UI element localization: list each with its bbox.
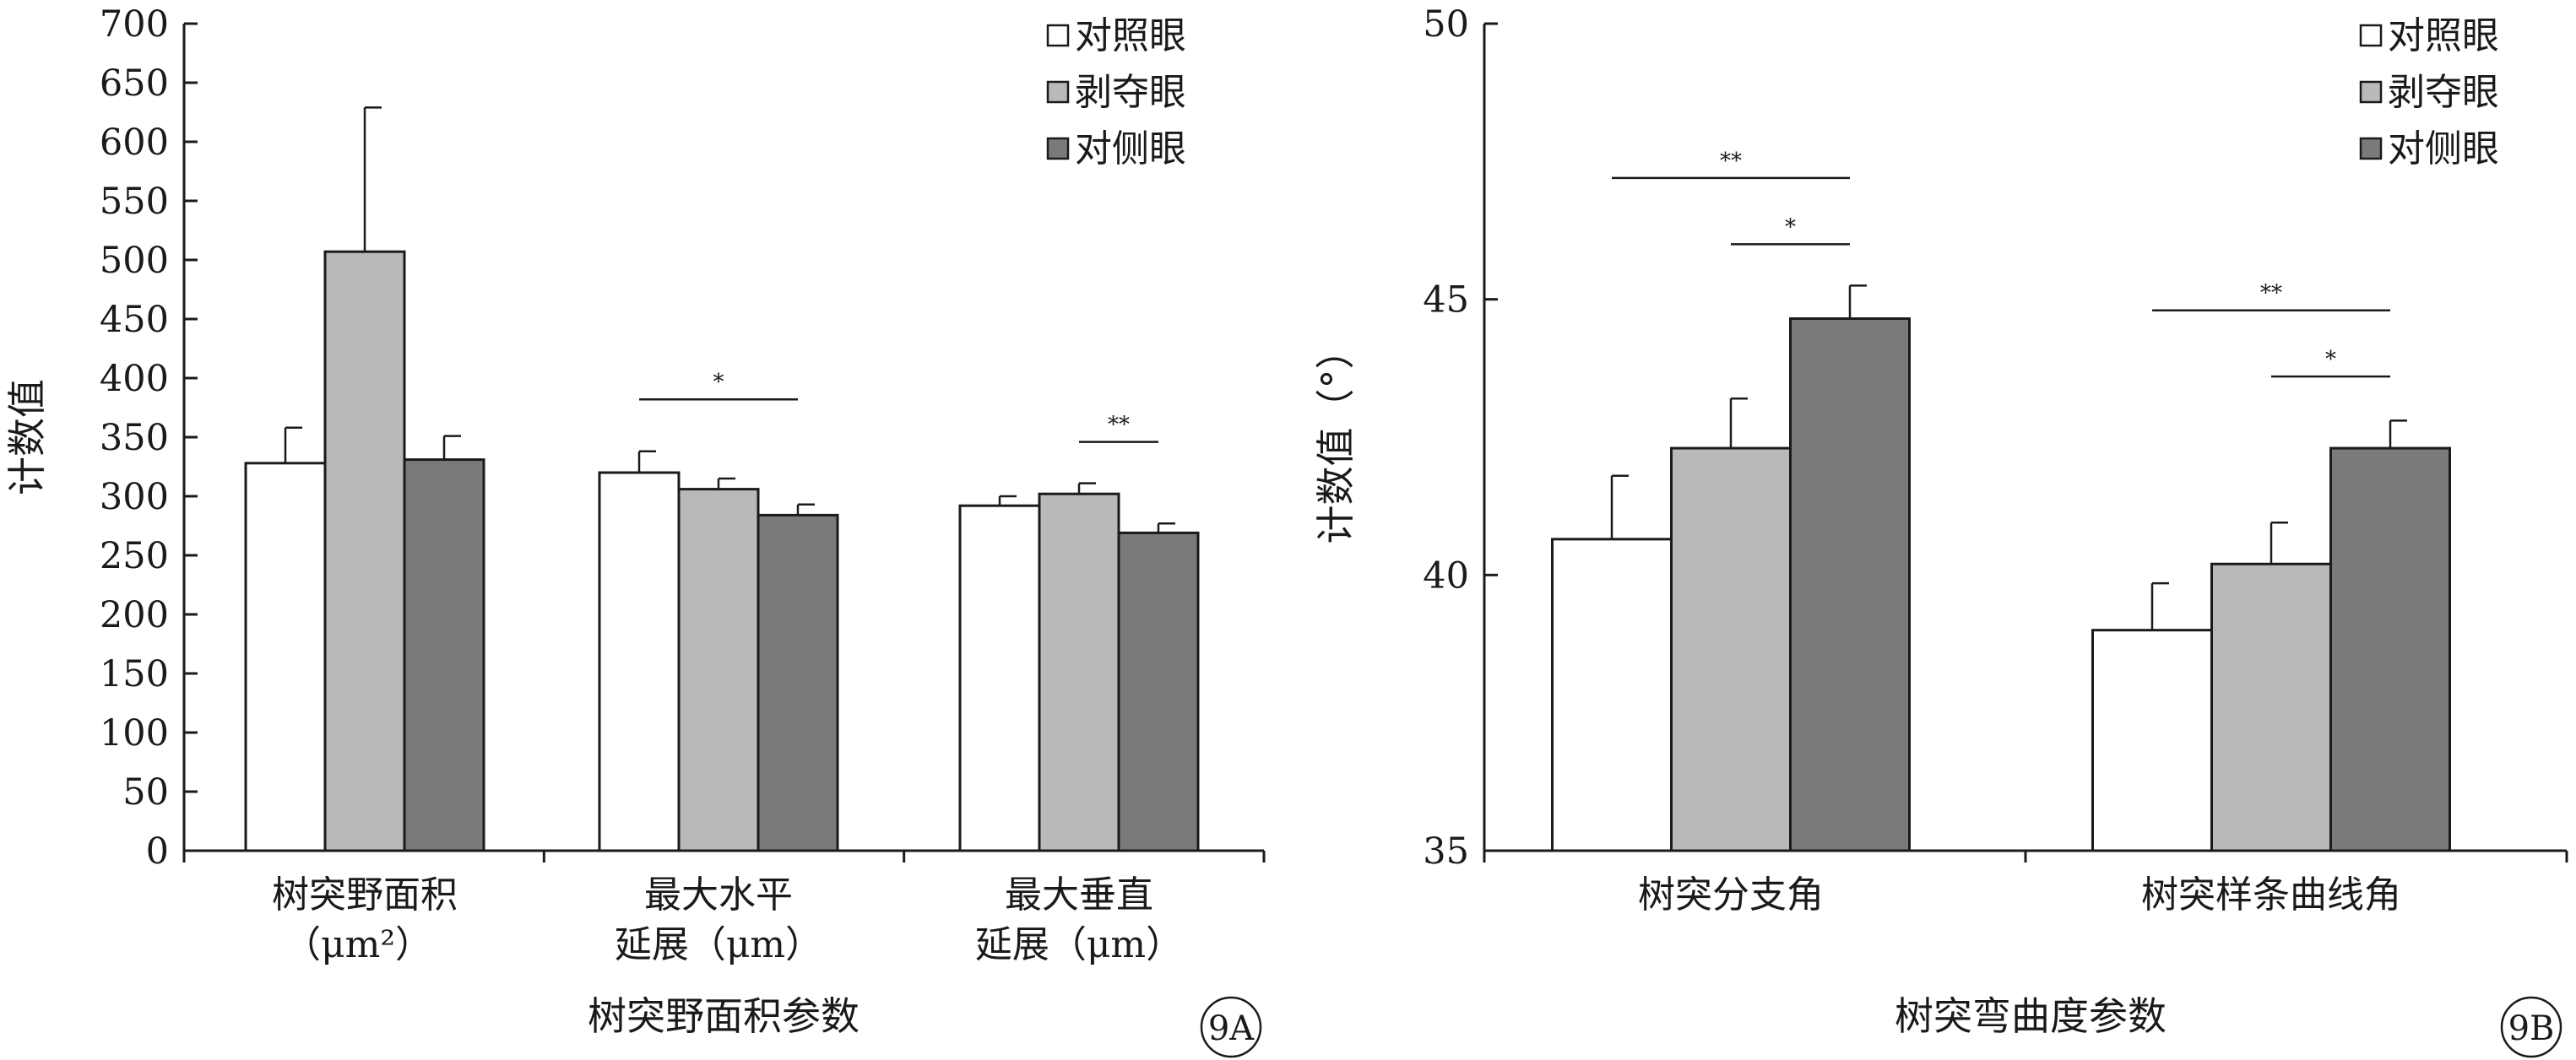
bar-3 (403, 458, 485, 852)
y-tick-label: 100 (100, 712, 169, 754)
significance-marker: ** (2260, 281, 2282, 306)
y-tick-label: 35 (1423, 830, 1469, 873)
x-category-label: 延展（μm） (975, 923, 1183, 966)
x-category-label: 最大垂直 (1005, 873, 1153, 917)
bar-1 (598, 471, 681, 852)
bar-2 (1038, 492, 1120, 852)
y-axis-label: 计数值（°） (1313, 331, 1359, 544)
bar-1 (958, 504, 1041, 852)
legend-swatch-3 (2359, 137, 2383, 160)
y-tick-label: 250 (100, 535, 169, 577)
significance-marker: ** (1108, 413, 1130, 438)
x-axis-title: 树突弯曲度参数 (1895, 993, 2167, 1039)
significance-marker: * (713, 370, 724, 395)
legend-label: 剥夺眼 (2388, 71, 2499, 114)
y-tick-label: 400 (100, 358, 169, 400)
significance-marker: * (1785, 214, 1796, 240)
x-category-label: （μm²） (284, 923, 432, 966)
panel-badge-circle (1200, 996, 1262, 1058)
x-category-label: 树突野面积 (272, 873, 458, 917)
y-tick-label: 700 (100, 3, 169, 46)
panel-badge-label: 9B (2508, 1009, 2555, 1048)
y-tick-label: 350 (100, 417, 169, 459)
x-category-label: 树突样条曲线角 (2141, 873, 2401, 917)
y-tick-label: 50 (122, 771, 169, 814)
y-tick-label: 0 (146, 830, 169, 873)
chart-panel-9a: 0 50 100 150 200 250 300 350 400 450 500 550 600 650 7… (4, 3, 1266, 1058)
bar-3 (757, 513, 839, 852)
legend-label: 剥夺眼 (1075, 71, 1186, 114)
bar-2 (2210, 562, 2332, 852)
panel-badge-label: 9A (1208, 1009, 1255, 1048)
bar-2 (1670, 446, 1792, 852)
x-category-label: 树突分支角 (1638, 873, 1824, 917)
legend-label: 对侧眼 (1075, 127, 1186, 170)
y-tick-label: 200 (100, 594, 169, 636)
y-tick-label: 600 (100, 122, 169, 164)
legend-swatch-1 (1046, 24, 1070, 47)
significance-marker: ** (1720, 149, 1742, 174)
legend-swatch-1 (2359, 24, 2383, 47)
legend-label: 对照眼 (2388, 14, 2499, 57)
legend-label: 对照眼 (1075, 14, 1186, 57)
y-tick-label: 450 (100, 299, 169, 341)
bar-3 (1117, 531, 1200, 852)
y-tick-label: 650 (100, 62, 169, 105)
y-tick-label: 150 (100, 653, 169, 695)
significance-marker: * (2325, 347, 2336, 372)
y-tick-label: 500 (100, 240, 169, 282)
legend-swatch-2 (2359, 80, 2383, 104)
bar-3 (2329, 446, 2451, 852)
bar-1 (1551, 538, 1673, 852)
y-tick-label: 550 (100, 181, 169, 223)
x-category-label: 延展（μm） (615, 923, 822, 966)
x-axis-title: 树突野面积参数 (588, 993, 860, 1039)
bar-3 (1789, 317, 1911, 852)
y-tick-label: 40 (1423, 554, 1469, 597)
bar-1 (2091, 629, 2213, 852)
legend-swatch-3 (1046, 137, 1070, 160)
x-category-label: 最大水平 (644, 873, 793, 917)
y-tick-label: 45 (1423, 279, 1469, 322)
legend-swatch-2 (1046, 80, 1070, 104)
y-tick-label: 50 (1423, 3, 1469, 46)
panel-badge-circle (2500, 996, 2562, 1058)
bar-2 (677, 488, 760, 852)
bar-1 (244, 462, 327, 852)
legend-label: 对侧眼 (2388, 127, 2499, 170)
bar-2 (323, 250, 406, 852)
y-tick-label: 300 (100, 476, 169, 518)
y-axis-label: 计数值 (4, 379, 50, 495)
